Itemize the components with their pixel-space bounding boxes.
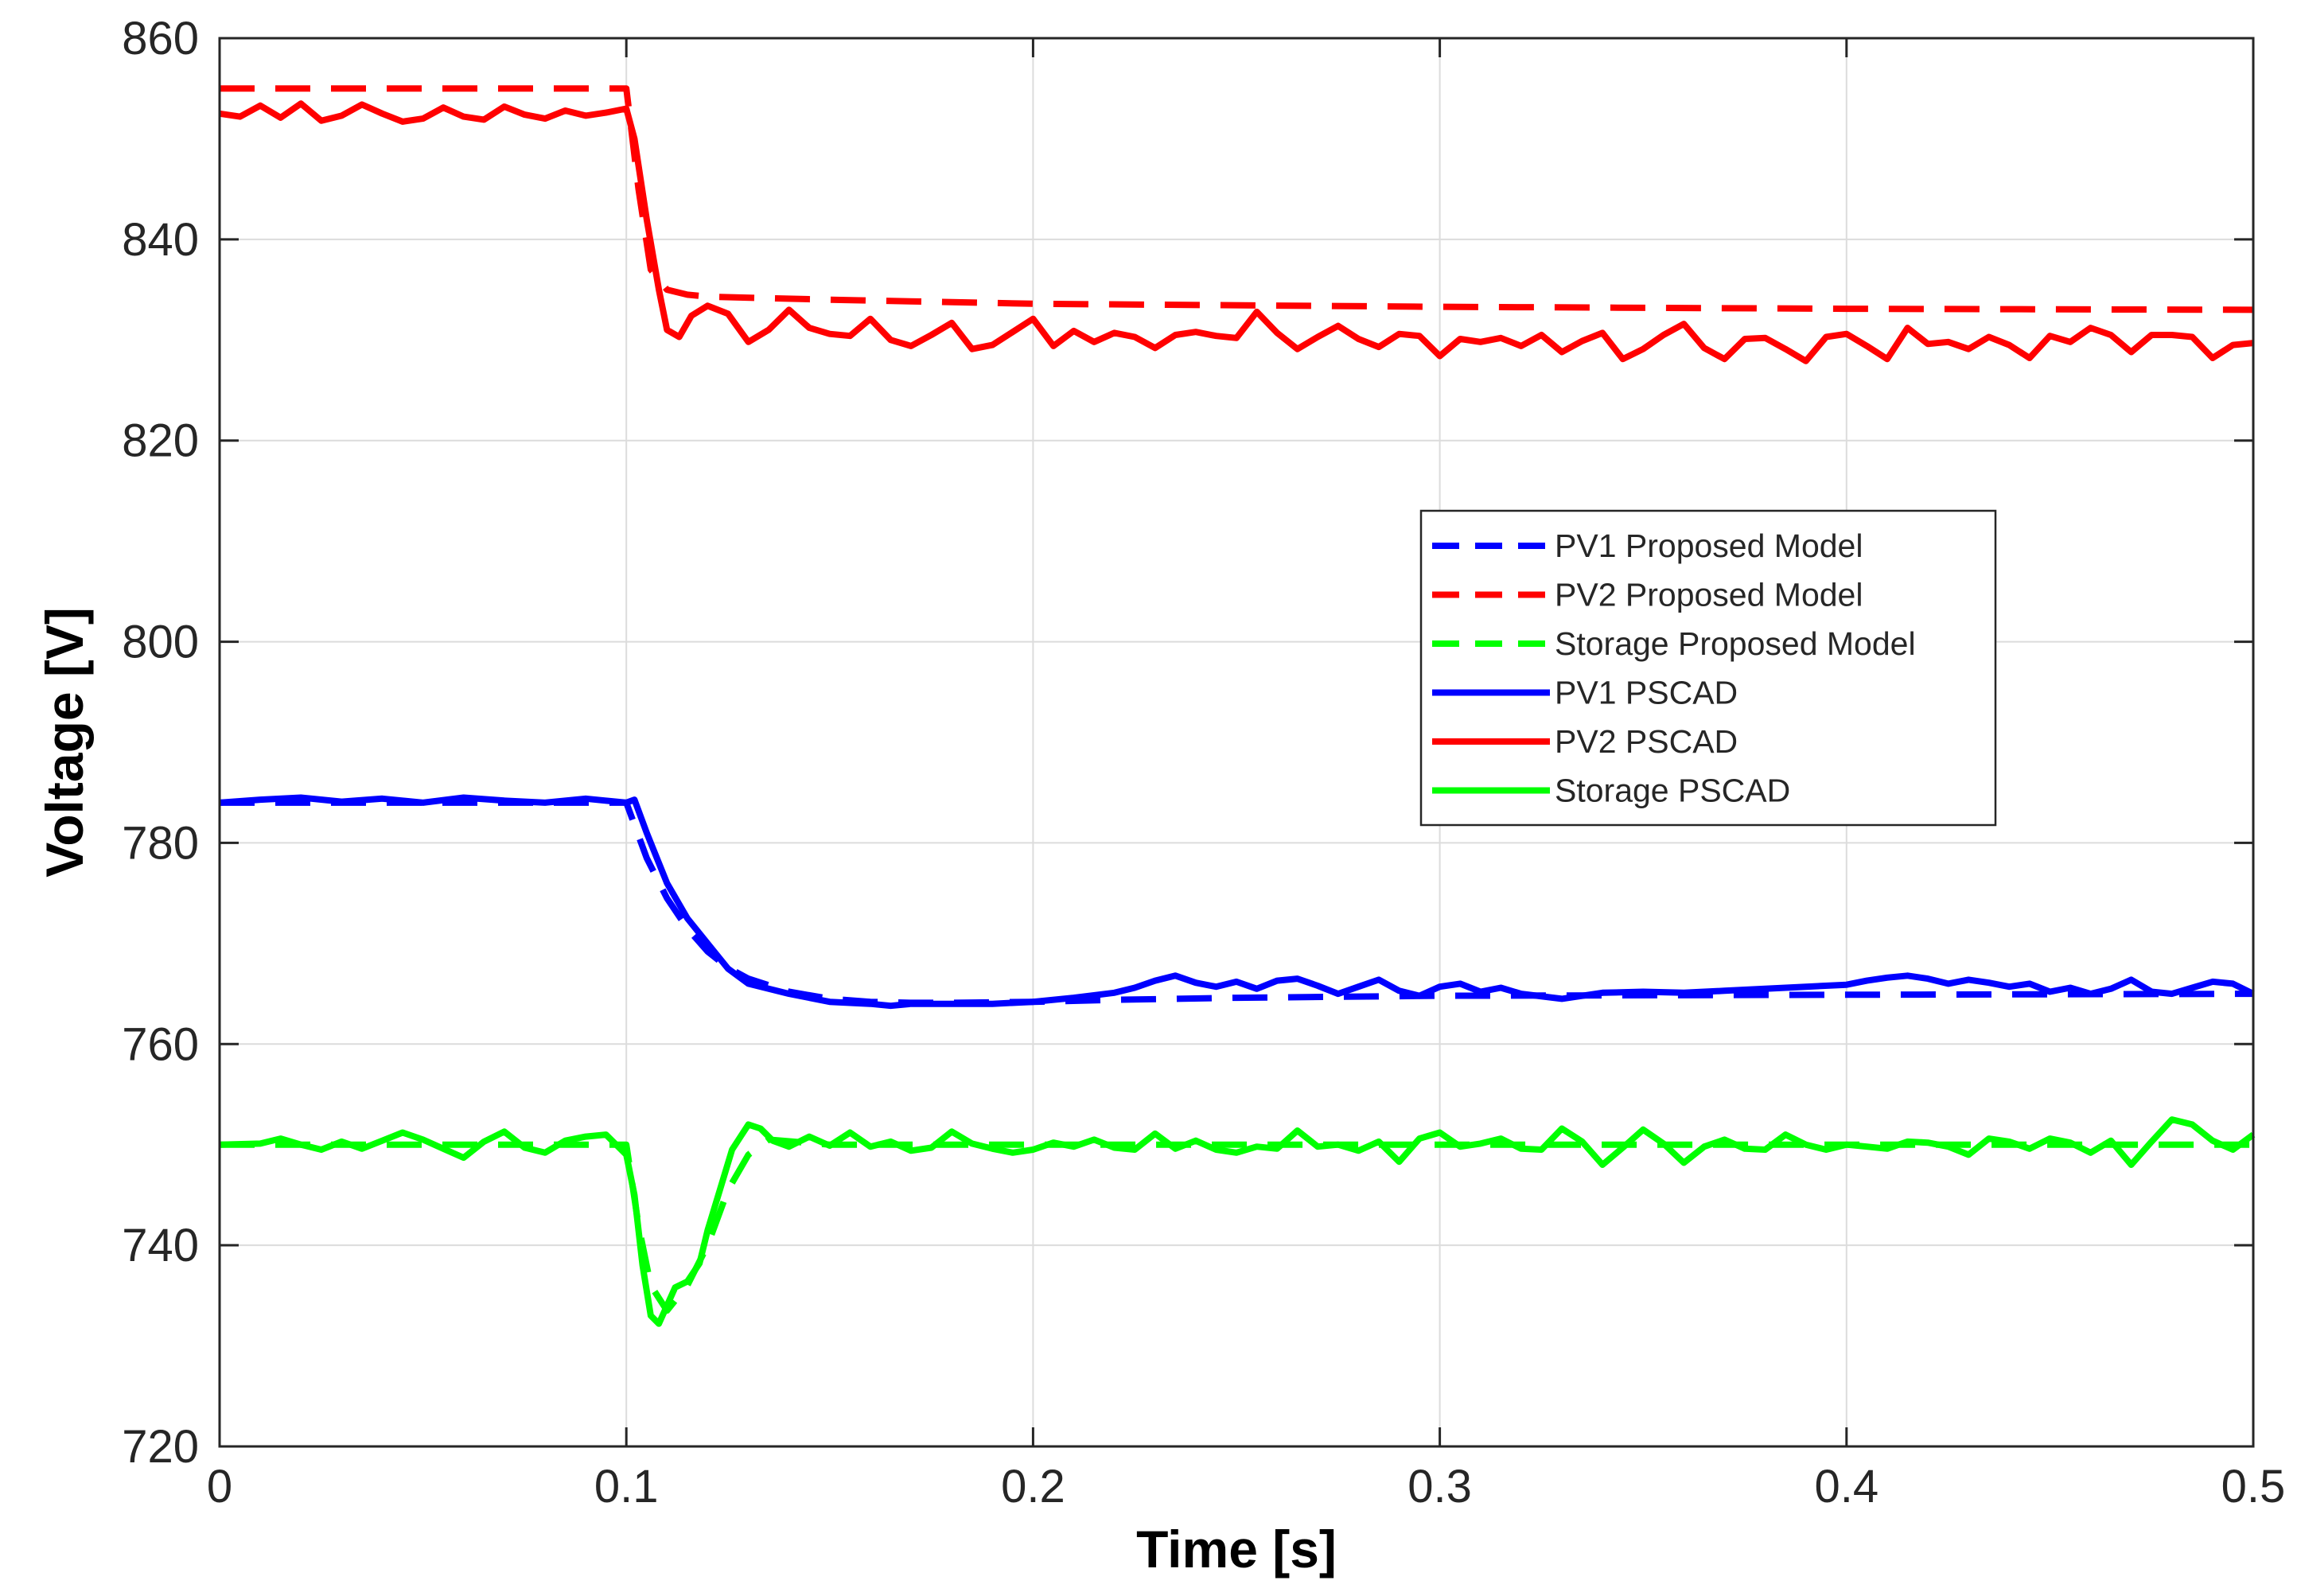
y-tick-label: 740 [122,1220,199,1271]
legend-label-storage-proposed-model: Storage Proposed Model [1555,625,1916,662]
series-layer [219,85,2256,1327]
legend-box [1419,509,1997,827]
y-tick-label: 820 [122,415,199,467]
x-axis-label: Time [s] [1136,1520,1337,1578]
legend-label-pv1-pscad: PV1 PSCAD [1555,675,1738,711]
y-axis: 720 740 760 780 800 820 840 860 [122,13,2253,1473]
series-line-pv2-pscad [219,100,2254,364]
x-tick-label: 0.1 [594,1461,659,1512]
x-axis: 0 0.1 0.2 0.3 0.4 0.5 [207,38,2285,1512]
y-axis-label: Voltage [V] [35,607,94,878]
y-tick-label: 860 [122,13,199,64]
x-tick-label: 0 [207,1461,232,1512]
series-line-pv1-pscad [219,794,2255,1010]
series-line-pv2-proposed-model [220,85,2254,313]
series-line-storage-pscad [219,1116,2256,1327]
y-tick-label: 840 [122,214,199,266]
y-tick-label: 800 [122,617,199,668]
x-tick-label: 0.4 [1814,1461,1879,1512]
legend-label-pv1-proposed-model: PV1 Proposed Model [1555,527,1863,564]
x-tick-label: 0.2 [1001,1461,1065,1512]
legend-label-pv2-pscad: PV2 PSCAD [1555,723,1738,760]
y-tick-label: 760 [122,1018,199,1070]
y-tick-label: 720 [122,1421,199,1473]
series-line-pv1-proposed-model [220,799,2254,1006]
legend-label-storage-pscad: Storage PSCAD [1555,773,1790,809]
plot-frame [218,37,2255,1448]
legend-label-pv2-proposed-model: PV2 Proposed Model [1555,577,1863,613]
x-tick-label: 0.5 [2221,1461,2286,1512]
x-tick-label: 0.3 [1407,1461,1472,1512]
y-tick-label: 780 [122,817,199,869]
legend: PV1 Proposed Model PV2 Proposed Model Stor… [1419,509,1997,827]
